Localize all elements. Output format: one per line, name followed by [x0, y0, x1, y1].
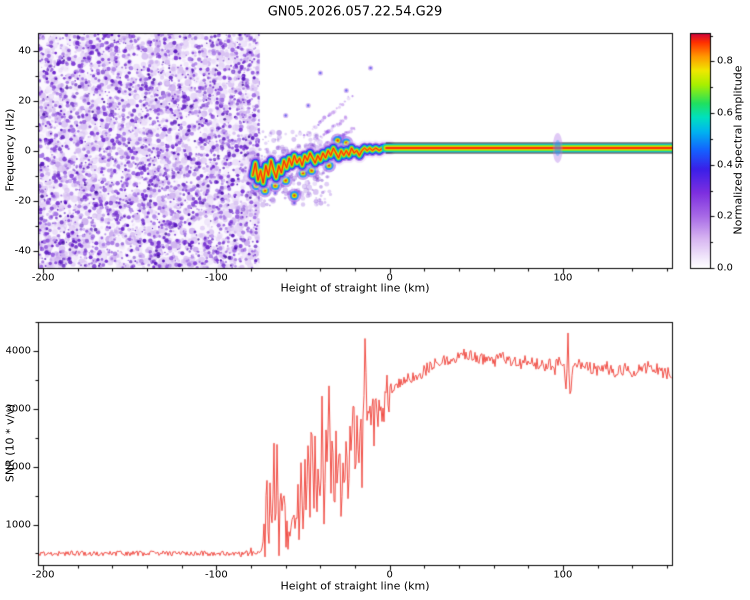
spectrogram-y-tick-label: 0 [24, 145, 31, 156]
snr-y-tick-label: 2000 [5, 461, 31, 473]
colorbar-tick-label: 0.0 [717, 262, 733, 274]
spectrogram-x-axis-label: Height of straight line (km) [280, 281, 430, 295]
colorbar-tick-label: 0.4 [717, 159, 733, 171]
snr-y-tick-label: 4000 [5, 345, 31, 357]
spectrogram-x-tick-label: -200 [31, 272, 55, 284]
snr-x-axis-label: Height of straight line (km) [280, 579, 430, 593]
snr-x-tick-label: 100 [553, 569, 573, 581]
snr-y-tick-label: 3000 [5, 403, 31, 415]
colorbar-tick-label: 0.6 [717, 107, 733, 119]
spectrogram-y-axis-label: Frequency (Hz) [3, 108, 17, 192]
colorbar-tick-label: 0.2 [717, 210, 733, 222]
spectrogram-x-tick-label: -100 [205, 272, 228, 284]
snr-x-tick-label: -100 [205, 569, 228, 581]
spectrogram-y-tick-label: -40 [14, 245, 31, 256]
spectrogram-y-tick-label: 20 [18, 95, 31, 106]
snr-x-tick-label: 0 [386, 569, 393, 581]
spectrogram-x-tick-label: 100 [553, 272, 573, 284]
snr-x-tick-label: -200 [31, 569, 55, 581]
spectrogram-y-tick-label: -20 [14, 195, 31, 206]
spectrogram-x-tick-label: 0 [386, 272, 393, 284]
colorbar-tick-label: 0.8 [717, 55, 733, 67]
figure-title: GN05.2026.057.22.54.G29 [267, 4, 443, 20]
snr-y-tick-label: 1000 [5, 519, 31, 530]
spectrogram-y-tick-label: 40 [18, 45, 31, 56]
colorbar-label: Normalized spectral amplitude [731, 65, 745, 235]
